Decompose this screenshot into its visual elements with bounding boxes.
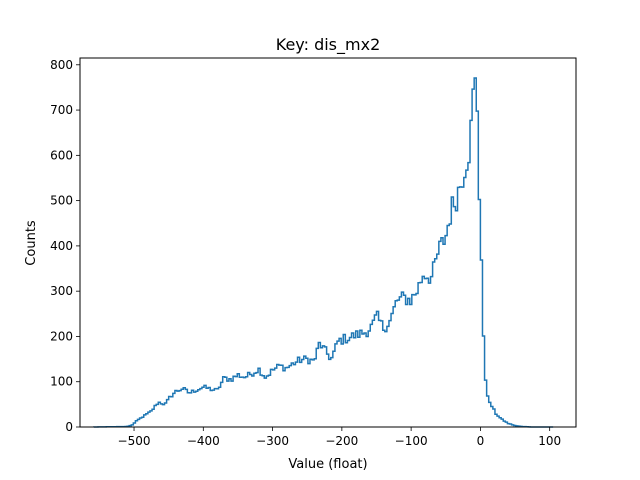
axes-frame: [79, 57, 577, 428]
chart-title: Key: dis_mx2: [276, 35, 381, 55]
y-tick-label: 200: [50, 329, 73, 343]
x-tick-label: −400: [187, 434, 220, 448]
x-tick-label: −300: [256, 434, 289, 448]
x-tick-label: −100: [395, 434, 428, 448]
y-axis-label: Counts: [24, 220, 39, 266]
x-tick-label: 0: [477, 434, 485, 448]
y-tick-label: 100: [50, 375, 73, 389]
plot-area: [79, 57, 577, 428]
y-tick-label: 500: [50, 194, 73, 208]
y-tick-label: 800: [50, 58, 73, 72]
x-axis-label: Value (float): [288, 457, 367, 472]
y-tick-label: 600: [50, 148, 73, 162]
x-axis: −500 −400 −300 −200 −100 0 100: [118, 427, 561, 448]
y-tick-label: 0: [65, 420, 73, 434]
histogram-outline: [93, 77, 554, 428]
y-tick-label: 300: [50, 284, 73, 298]
x-tick-label: −500: [118, 434, 151, 448]
x-tick-label: −200: [325, 434, 358, 448]
y-tick-label: 700: [50, 103, 73, 117]
x-tick-label: 100: [538, 434, 561, 448]
y-axis: 0 100 200 300 400 500 600 700 800: [50, 58, 80, 434]
y-tick-label: 400: [50, 239, 73, 253]
